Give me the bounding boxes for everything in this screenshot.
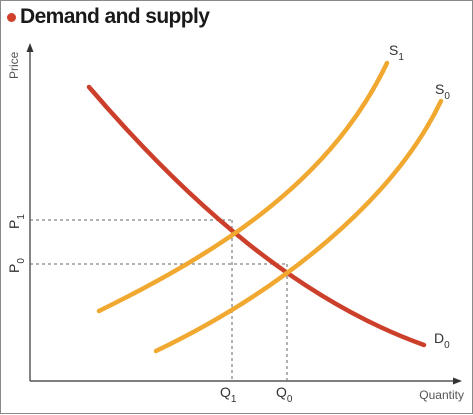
supply-curve-s1	[96, 60, 390, 314]
x-axis-arrow-icon	[453, 377, 462, 385]
supply-curve-s0	[153, 98, 444, 354]
x-tick-label-q1: Q1	[220, 384, 237, 405]
y-axis-title: Price	[7, 51, 21, 79]
d0-curve-label: D0	[434, 330, 450, 351]
title-bullet-icon	[7, 13, 16, 22]
x-axis-title: Quantity	[419, 388, 464, 402]
s1-curve-label: S1	[389, 42, 404, 63]
demand-curve-d0	[86, 84, 427, 348]
y-tick-label-p0: P0	[6, 258, 27, 273]
y-tick-label-p1: P1	[6, 214, 27, 229]
x-tick-label-q0: Q0	[276, 384, 293, 405]
chart-title-row: Demand and supply	[7, 5, 210, 29]
y-axis-arrow-icon	[26, 43, 34, 52]
chart-title: Demand and supply	[20, 5, 210, 28]
s0-curve-label: S0	[435, 81, 450, 102]
